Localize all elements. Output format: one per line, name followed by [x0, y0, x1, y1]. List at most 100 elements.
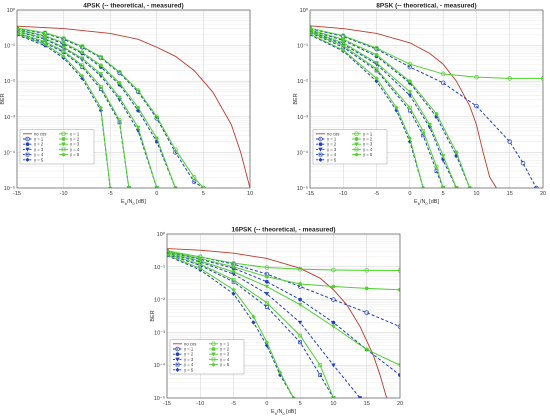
data-point-diamond	[98, 105, 104, 110]
legend-marker-triangle	[318, 147, 323, 152]
data-point-triangle	[61, 45, 66, 50]
data-point-circle	[374, 45, 379, 51]
data-point-circle	[520, 160, 526, 166]
data-point-triangle	[440, 158, 446, 163]
legend-label: γ = 5	[327, 157, 337, 162]
data-point-diamond	[42, 41, 48, 47]
legend-marker-circle	[61, 131, 66, 137]
legend-marker-star	[354, 137, 359, 141]
x-tick-label: 20	[397, 401, 403, 407]
legend-marker-circle	[211, 341, 216, 347]
data-point-star	[80, 50, 85, 55]
series-line-0	[167, 248, 388, 398]
chart-title: 8PSK (-- theoretical, - measured)	[376, 3, 476, 10]
legend-marker-square	[25, 152, 30, 157]
legend-label: γ = 4	[363, 147, 373, 152]
data-point-triangle	[407, 90, 413, 95]
data-point-square	[318, 373, 322, 377]
data-point-diamond	[108, 185, 113, 188]
x-axis-label-subscript: b	[275, 411, 278, 416]
data-point-triangle	[364, 347, 369, 352]
x-tick-label: -5	[231, 401, 236, 407]
data-point-square	[198, 262, 203, 267]
series-line-2	[167, 250, 400, 272]
data-point-triangle	[397, 363, 400, 368]
data-point-circle	[440, 71, 446, 77]
legend-marker-diamond	[25, 157, 30, 162]
series-line-4	[167, 251, 400, 291]
x-axis-label-subscript: b	[125, 201, 128, 206]
data-point-star	[61, 40, 66, 45]
data-point-triangle	[297, 302, 303, 307]
data-point-square	[331, 396, 336, 398]
data-point-diamond	[394, 105, 399, 110]
legend-label: γ = 2	[70, 137, 80, 142]
data-point-star	[331, 284, 336, 289]
data-point-diamond	[251, 320, 256, 325]
legend-label: γ = 4	[327, 152, 337, 157]
legend-marker-star	[25, 142, 30, 147]
data-point-triangle	[117, 95, 122, 100]
y-tick-label: 10⁻³	[4, 115, 15, 121]
data-point-star	[434, 112, 439, 116]
data-point-triangle	[135, 125, 141, 130]
legend-marker-diamond	[175, 367, 180, 372]
legend-marker-star	[318, 142, 323, 147]
series-line-2	[17, 27, 204, 188]
data-point-star	[98, 63, 103, 68]
data-point-circle	[61, 36, 66, 41]
x-tick-label: 5	[299, 401, 302, 407]
data-point-circle	[364, 268, 369, 273]
data-point-star	[231, 264, 236, 269]
series-line-8	[17, 32, 130, 188]
data-point-triangle	[454, 186, 459, 188]
data-point-circle	[474, 103, 479, 109]
data-point-diamond	[61, 54, 66, 59]
legend-marker-triangle	[211, 352, 216, 357]
data-point-star	[364, 286, 369, 291]
y-tick-label: 10⁻⁴	[297, 149, 309, 156]
y-tick-label: 10⁻¹	[297, 44, 308, 50]
data-point-star	[117, 80, 122, 85]
series-line-2	[310, 27, 543, 79]
data-point-star	[374, 52, 379, 57]
data-point-triangle	[42, 36, 48, 41]
x-tick-label: 0	[408, 191, 411, 197]
legend-marker-circle	[25, 136, 30, 142]
x-tick-label: -5	[374, 191, 379, 197]
series-line-0	[310, 25, 497, 188]
data-point-star	[154, 136, 159, 141]
data-point-diamond	[264, 340, 270, 345]
x-axis-label-part: [dB]	[428, 199, 440, 205]
x-axis-label-part: [dB]	[285, 409, 297, 415]
data-point-circle	[297, 266, 303, 272]
data-point-diamond	[167, 252, 170, 258]
data-point-circle	[507, 139, 512, 144]
data-point-diamond	[231, 287, 236, 292]
data-point-square	[341, 43, 346, 48]
x-axis-label: Eb/N0 [dB]	[121, 199, 146, 206]
series-line-1	[310, 28, 537, 188]
legend-label: γ = 3	[34, 147, 44, 152]
legend-marker-square	[211, 357, 216, 362]
data-point-circle	[507, 76, 512, 81]
data-point-triangle	[357, 396, 363, 398]
x-tick-label: 15	[507, 191, 513, 197]
data-point-star	[264, 279, 269, 284]
x-tick-label: 15	[364, 401, 370, 407]
data-point-square	[17, 30, 19, 35]
x-tick-label: 10	[330, 401, 336, 407]
data-point-star	[454, 150, 459, 155]
x-tick-label: -15	[163, 401, 171, 407]
legend-marker-circle	[175, 346, 180, 352]
y-axis-label: BER	[150, 310, 156, 321]
legend-marker-square	[354, 147, 359, 152]
data-point-square	[99, 84, 103, 89]
data-point-star	[407, 79, 412, 84]
data-point-circle	[331, 267, 336, 273]
data-point-circle	[173, 147, 178, 152]
y-tick-label: 10⁻³	[154, 330, 165, 336]
data-point-circle	[534, 185, 539, 188]
data-point-circle	[331, 297, 336, 302]
series-line-8	[310, 31, 444, 188]
